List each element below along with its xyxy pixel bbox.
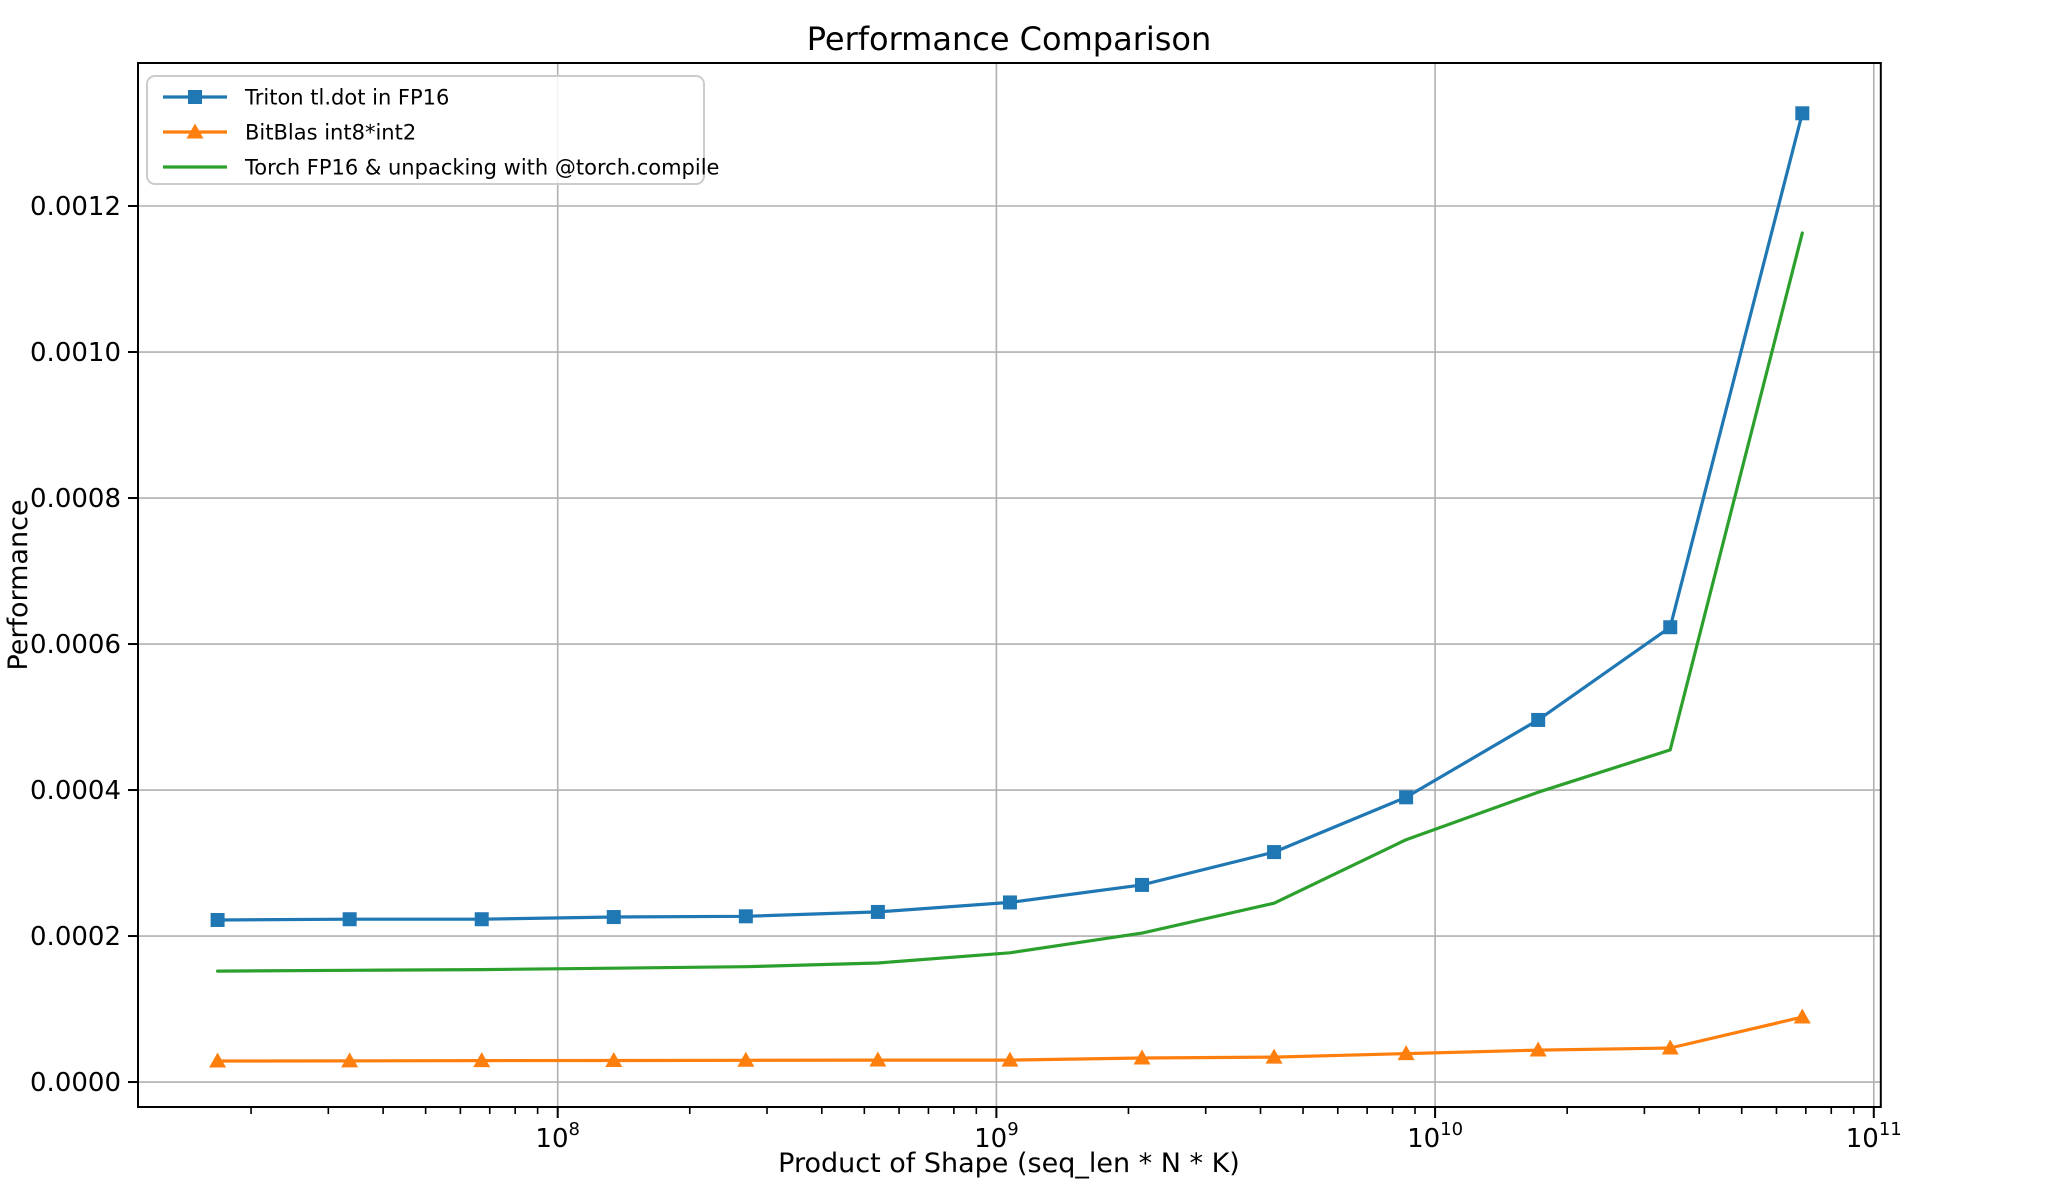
series-0-marker [474,912,489,927]
series-1-marker [605,1051,623,1067]
series-0-marker [342,912,357,927]
series-0-marker [210,912,225,927]
series-0-marker [1267,845,1282,860]
y-tick-label: 0.0012 [30,192,121,222]
legend-label: Torch FP16 & unpacking with @torch.compi… [244,156,719,180]
series-0-marker [1795,106,1810,121]
series-1-marker [341,1052,359,1068]
y-tick-label: 0.0004 [30,776,121,806]
series-1-marker [1265,1048,1283,1064]
legend-label: BitBlas int8*int2 [245,121,416,145]
y-tick-label: 0.0006 [30,630,121,660]
series-1-marker [1001,1051,1019,1067]
legend-item: Triton tl.dot in FP16 [163,86,449,110]
legend-box [146,75,705,185]
series-1-marker [1793,1008,1811,1024]
series-0-marker [1002,895,1017,910]
series-line-2 [216,231,1804,973]
series-group [209,106,1811,1068]
gridlines [138,63,1881,1107]
x-axis-label: Product of Shape (seq_len * N * K) [778,1148,1240,1179]
series-0-marker [1135,877,1150,892]
x-axis: 108 109 1010 1011 [250,1107,1902,1154]
x-tick-label: 1011 [1846,1119,1902,1154]
series-1-marker [209,1052,227,1068]
series-1-marker [1133,1049,1151,1065]
legend-label: Triton tl.dot in FP16 [244,86,449,110]
series-1-marker [1397,1045,1415,1061]
x-tick-label: 108 [535,1119,580,1154]
legend-item: Torch FP16 & unpacking with @torch.compi… [163,156,719,180]
series-0-marker [1663,620,1678,635]
series-line-0 [216,111,1804,922]
series-1-marker [473,1052,491,1068]
y-tick-label: 0.0010 [30,338,121,368]
series-0-marker [738,909,753,924]
series-0-marker [870,904,885,919]
series-1-marker [1529,1041,1547,1057]
series-0-marker [1399,790,1414,805]
y-tick-label: 0.0002 [30,922,121,952]
plot-border [137,62,1882,1108]
legend-square-marker-icon [188,90,202,104]
y-tick-label: 0.0008 [30,484,121,514]
y-tick-label: 0.0000 [30,1068,121,1098]
chart-title: Performance Comparison [807,20,1212,58]
legend-triangle-marker-icon [186,123,204,139]
series-1-marker [869,1051,887,1067]
series-1-marker [1661,1039,1679,1055]
legend-item: BitBlas int8*int2 [163,121,416,145]
series-0-marker [1531,712,1546,727]
x-tick-label: 109 [974,1119,1019,1154]
series-0-marker [606,910,621,925]
legend: Triton tl.dot in FP16 BitBlas int8*int2 To… [146,75,719,185]
chart-root: 108 109 1010 10110.00000.00020.00040.00060.… [30,62,1902,1154]
y-axis: 0.0000 0.0002 0.0004 0.0006 0.0008 0.0010 0.00… [30,192,138,1098]
y-axis-label: Performance [3,499,34,670]
x-tick-label: 1010 [1407,1119,1463,1154]
series-1-marker [737,1051,755,1067]
